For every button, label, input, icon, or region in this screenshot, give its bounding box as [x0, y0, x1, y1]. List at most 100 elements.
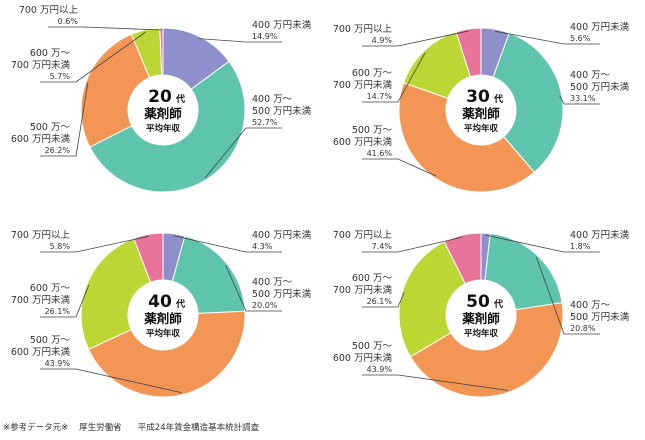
percent-30-ge700: 4.9%: [372, 36, 393, 45]
slice-50-r600_700: [398, 241, 466, 358]
label-30-r500_600-range-end: 600 万円未満: [333, 136, 393, 148]
label-50-r400_500-range-end: 500 万円未満: [570, 311, 630, 323]
label-40-r600_700: 600 万〜: [30, 283, 71, 294]
leader-20-r500_600: [40, 82, 89, 157]
percent-40-r500_600: 43.9%: [45, 359, 71, 368]
slice-40-ge700: [133, 232, 164, 283]
percent-20-r400_500: 52.7%: [252, 118, 278, 127]
label-50-lt400: 400 万円未満: [570, 229, 630, 241]
label-50-r600_700-range-end: 700 万円未満: [333, 284, 393, 296]
slice-40-r500_600: [87, 310, 246, 398]
label-20-r500_600: 500 万〜: [30, 122, 71, 133]
label-40-r400_500-range-end: 500 万円未満: [252, 288, 312, 300]
center-title-30: 薬剤師: [461, 106, 500, 121]
center-subtitle-40: 平均年収: [146, 328, 181, 339]
leader-40-r600_700: [40, 284, 90, 318]
center-age-50: 50: [466, 292, 490, 312]
label-40-r500_600: 500 万〜: [30, 335, 71, 346]
percent-40-lt400: 4.3%: [252, 242, 273, 251]
label-50-r600_700: 600 万〜: [352, 273, 393, 284]
label-20-r400_500-range-end: 500 万円未満: [252, 105, 312, 117]
percent-20-ge700: 0.6%: [58, 17, 79, 26]
center-subtitle-50: 平均年収: [464, 328, 499, 339]
footer-note: ※参考データ元※: [3, 423, 69, 433]
percent-30-r400_500: 33.1%: [570, 94, 596, 103]
center-dai-20: 代: [175, 93, 185, 105]
percent-20-r500_600: 26.2%: [45, 146, 71, 155]
leader-40-ge700: [40, 235, 149, 253]
footer-survey: 平成24年賃金構造基本統計調査: [137, 423, 260, 433]
center-dai-30: 代: [493, 93, 503, 105]
center-title-20: 薬剤師: [143, 106, 182, 121]
label-20-r400_500: 400 万〜: [252, 94, 293, 105]
percent-40-r400_500: 20.0%: [252, 301, 278, 310]
percent-30-lt400: 5.6%: [570, 34, 591, 43]
label-30-r600_700-range-end: 700 万円未満: [333, 79, 393, 91]
label-40-lt400: 400 万円未満: [252, 229, 312, 241]
label-50-r500_600: 500 万〜: [352, 341, 393, 352]
center-title-40: 薬剤師: [143, 311, 182, 326]
percent-50-r600_700: 26.1%: [367, 297, 393, 306]
leader-50-lt400: [485, 234, 600, 253]
percent-50-r400_500: 20.8%: [570, 324, 596, 333]
label-50-r500_600-range-end: 600 万円未満: [333, 352, 393, 364]
leader-50-r400_500: [536, 257, 600, 335]
percent-30-r500_600: 41.6%: [367, 149, 393, 158]
label-50-r400_500: 400 万〜: [570, 300, 611, 311]
center-subtitle-30: 平均年収: [464, 123, 499, 134]
percent-20-lt400: 14.9%: [252, 32, 278, 41]
label-40-ge700: 700 万円以上: [11, 230, 71, 241]
label-20-r600_700-range-end: 700 万円未満: [11, 59, 71, 71]
footer-ministry: 厚生労働省: [79, 423, 122, 433]
label-30-r400_500-range-end: 500 万円未満: [570, 81, 630, 93]
percent-40-r600_700: 26.1%: [45, 307, 71, 316]
footer-source: ※参考データ元※ 厚生労働省 平成24年賃金構造基本統計調査: [3, 421, 259, 433]
percent-30-r600_700: 14.7%: [367, 92, 393, 101]
percent-40-ge700: 5.8%: [50, 242, 71, 251]
leader-40-lt400: [173, 235, 282, 253]
label-20-lt400: 400 万円未満: [252, 19, 312, 31]
percent-50-ge700: 7.4%: [372, 242, 393, 251]
leader-30-r500_600: [362, 158, 436, 177]
label-30-ge700: 700 万円以上: [333, 24, 393, 35]
label-50-ge700: 700 万円以上: [333, 230, 393, 241]
slice-30-r500_600: [398, 82, 536, 193]
label-40-r500_600-range-end: 600 万円未満: [11, 346, 71, 358]
leader-30-lt400: [494, 30, 600, 45]
label-40-r400_500: 400 万〜: [252, 277, 293, 288]
leader-30-r600_700: [362, 52, 426, 103]
slice-30-r400_500: [492, 32, 564, 174]
leader-30-r400_500: [559, 95, 600, 105]
label-20-r500_600-range-end: 600 万円未満: [11, 133, 71, 145]
leader-20-r400_500: [204, 127, 282, 179]
percent-50-lt400: 1.8%: [570, 242, 591, 251]
label-20-ge700: 700 万円以上: [19, 5, 79, 16]
leader-50-ge700: [362, 236, 463, 253]
slice-50-r500_600: [409, 302, 564, 398]
leader-30-ge700: [362, 30, 469, 47]
label-20-r600_700: 600 万〜: [30, 48, 71, 59]
leader-20-ge700: [48, 26, 162, 31]
label-30-r600_700: 600 万〜: [352, 68, 393, 79]
label-30-r400_500: 400 万〜: [570, 70, 611, 81]
slice-20-ge700: [159, 27, 164, 76]
label-40-r600_700-range-end: 700 万円未満: [11, 294, 71, 306]
center-age-30: 30: [466, 87, 490, 107]
leader-20-r600_700: [40, 31, 147, 83]
slice-20-r500_600: [80, 33, 151, 148]
center-title-50: 薬剤師: [461, 311, 500, 326]
slice-50-r400_500: [484, 232, 563, 311]
center-dai-40: 代: [175, 298, 185, 310]
slice-30-ge700: [455, 27, 482, 78]
label-30-r500_600: 500 万〜: [352, 125, 393, 136]
slice-50-ge700: [443, 232, 482, 285]
leader-50-r500_600: [362, 374, 508, 391]
center-age-40: 40: [148, 292, 172, 312]
leader-40-r400_500: [225, 264, 282, 312]
percent-20-r600_700: 5.7%: [50, 72, 71, 81]
